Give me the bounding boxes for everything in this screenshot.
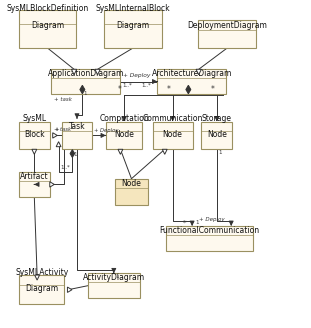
Polygon shape: [118, 149, 123, 154]
Polygon shape: [186, 85, 191, 94]
Text: *: *: [118, 85, 122, 94]
Polygon shape: [70, 150, 75, 157]
Text: Diagram: Diagram: [25, 284, 58, 293]
Polygon shape: [35, 275, 39, 280]
Text: 1: 1: [218, 150, 222, 155]
Text: +: +: [54, 127, 59, 132]
Bar: [106, 122, 142, 149]
Text: 1: 1: [84, 92, 87, 96]
Polygon shape: [53, 133, 57, 138]
Text: + Deploy: + Deploy: [199, 217, 225, 222]
Text: *: *: [167, 85, 171, 94]
Text: Node: Node: [122, 179, 142, 188]
Text: Node: Node: [163, 130, 183, 139]
Bar: [19, 10, 76, 48]
Text: + Deploy: + Deploy: [123, 73, 151, 78]
Text: Communication: Communication: [142, 114, 203, 123]
Text: SysMLInternalBlock: SysMLInternalBlock: [95, 5, 170, 13]
Text: Computation: Computation: [99, 114, 149, 123]
Text: ApplicationDiagram: ApplicationDiagram: [48, 69, 124, 78]
Polygon shape: [95, 69, 100, 75]
Bar: [19, 122, 50, 149]
Bar: [104, 10, 162, 48]
Text: FunctionalCommunication: FunctionalCommunication: [160, 226, 260, 235]
Bar: [157, 69, 226, 94]
Bar: [153, 122, 193, 149]
Polygon shape: [196, 69, 202, 75]
Polygon shape: [56, 142, 61, 147]
Bar: [198, 20, 256, 48]
Text: DeploymentDiagram: DeploymentDiagram: [187, 21, 267, 30]
Text: Diagram: Diagram: [31, 21, 64, 30]
Text: SysMLBlockDefinition: SysMLBlockDefinition: [7, 5, 89, 13]
Polygon shape: [67, 287, 72, 293]
Text: Node: Node: [207, 130, 227, 139]
Text: Task: Task: [69, 122, 85, 131]
Text: Artifact: Artifact: [20, 172, 49, 181]
Text: 1: 1: [74, 153, 77, 157]
Polygon shape: [80, 85, 85, 94]
Bar: [202, 122, 232, 149]
Text: 1..*: 1..*: [60, 165, 70, 170]
Text: SysMLActivity: SysMLActivity: [15, 268, 68, 277]
Text: + task: + task: [54, 97, 72, 102]
Polygon shape: [162, 149, 167, 154]
Text: *: *: [211, 85, 215, 94]
Bar: [88, 274, 140, 298]
Text: ActivityDiagram: ActivityDiagram: [83, 273, 145, 282]
Bar: [19, 172, 50, 197]
Bar: [114, 179, 148, 205]
Text: Block: Block: [24, 130, 44, 139]
Polygon shape: [72, 69, 77, 75]
Text: *: *: [183, 219, 187, 225]
Text: Node: Node: [114, 130, 134, 139]
Text: 1..*: 1..*: [122, 83, 132, 89]
Bar: [166, 226, 253, 251]
Text: Diagram: Diagram: [116, 21, 150, 30]
Text: + task: + task: [54, 127, 71, 132]
Text: Storage: Storage: [202, 114, 232, 123]
Text: 1: 1: [115, 274, 119, 279]
Bar: [62, 122, 92, 149]
Bar: [51, 69, 120, 94]
Bar: [19, 275, 64, 304]
Polygon shape: [50, 182, 54, 187]
Text: + Deploy: + Deploy: [94, 128, 118, 133]
Text: 1..*: 1..*: [141, 83, 151, 89]
Text: 1: 1: [195, 220, 198, 225]
Polygon shape: [32, 149, 37, 154]
Text: SysML: SysML: [22, 114, 46, 123]
Text: ArchitectureDiagram: ArchitectureDiagram: [152, 69, 232, 78]
